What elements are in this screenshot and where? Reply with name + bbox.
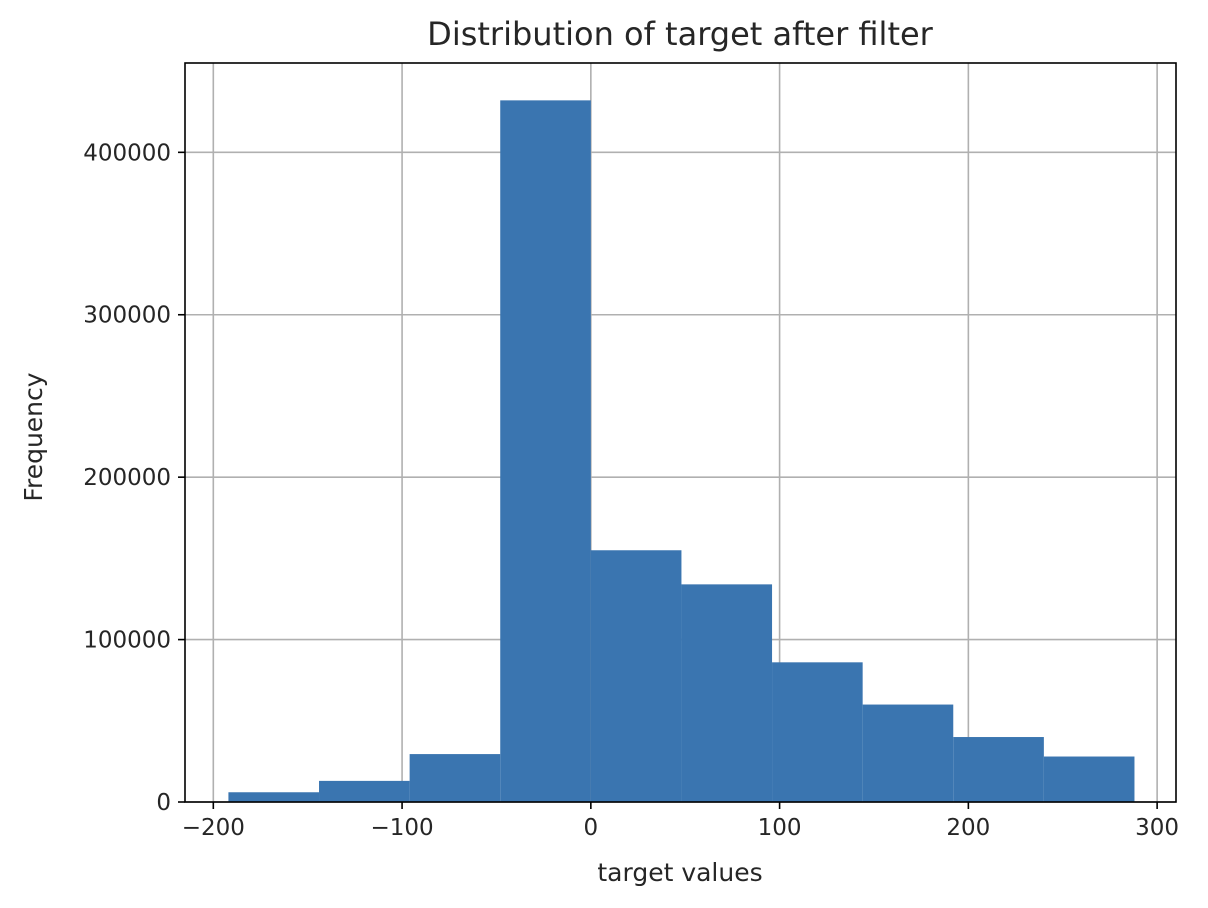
x-tick-label: 0 xyxy=(584,815,599,841)
y-tick-label: 400000 xyxy=(83,140,171,166)
x-tick-label: −100 xyxy=(370,815,433,841)
x-tick-label: 200 xyxy=(946,815,990,841)
histogram-bar xyxy=(319,780,410,802)
y-tick-label: 0 xyxy=(156,790,171,816)
chart-title: Distribution of target after filter xyxy=(427,15,934,53)
histogram-bars xyxy=(228,100,1135,803)
y-axis-ticks: 0 100000 200000 300000 400000 xyxy=(83,140,185,816)
y-axis-label: Frequency xyxy=(19,372,48,501)
plot-frame xyxy=(184,62,1177,803)
histogram-bar xyxy=(500,100,591,803)
x-axis-ticks: −200 −100 0 100 200 300 xyxy=(182,802,1179,841)
x-tick-label: 100 xyxy=(758,815,802,841)
y-tick-label: 200000 xyxy=(83,465,171,491)
y-tick-label: 100000 xyxy=(83,628,171,654)
x-axis-label: target values xyxy=(597,858,762,887)
histogram-bar xyxy=(590,550,682,802)
histogram-bar xyxy=(953,737,1044,802)
histogram-bar xyxy=(1043,756,1135,802)
histogram-bar xyxy=(862,704,954,802)
x-tick-label: 300 xyxy=(1135,815,1179,841)
histogram-bar xyxy=(409,754,501,802)
histogram-bar xyxy=(772,662,863,802)
histogram-bar xyxy=(681,584,773,802)
x-tick-label: −200 xyxy=(182,815,245,841)
histogram-bar xyxy=(228,792,320,802)
y-tick-label: 300000 xyxy=(83,303,171,329)
